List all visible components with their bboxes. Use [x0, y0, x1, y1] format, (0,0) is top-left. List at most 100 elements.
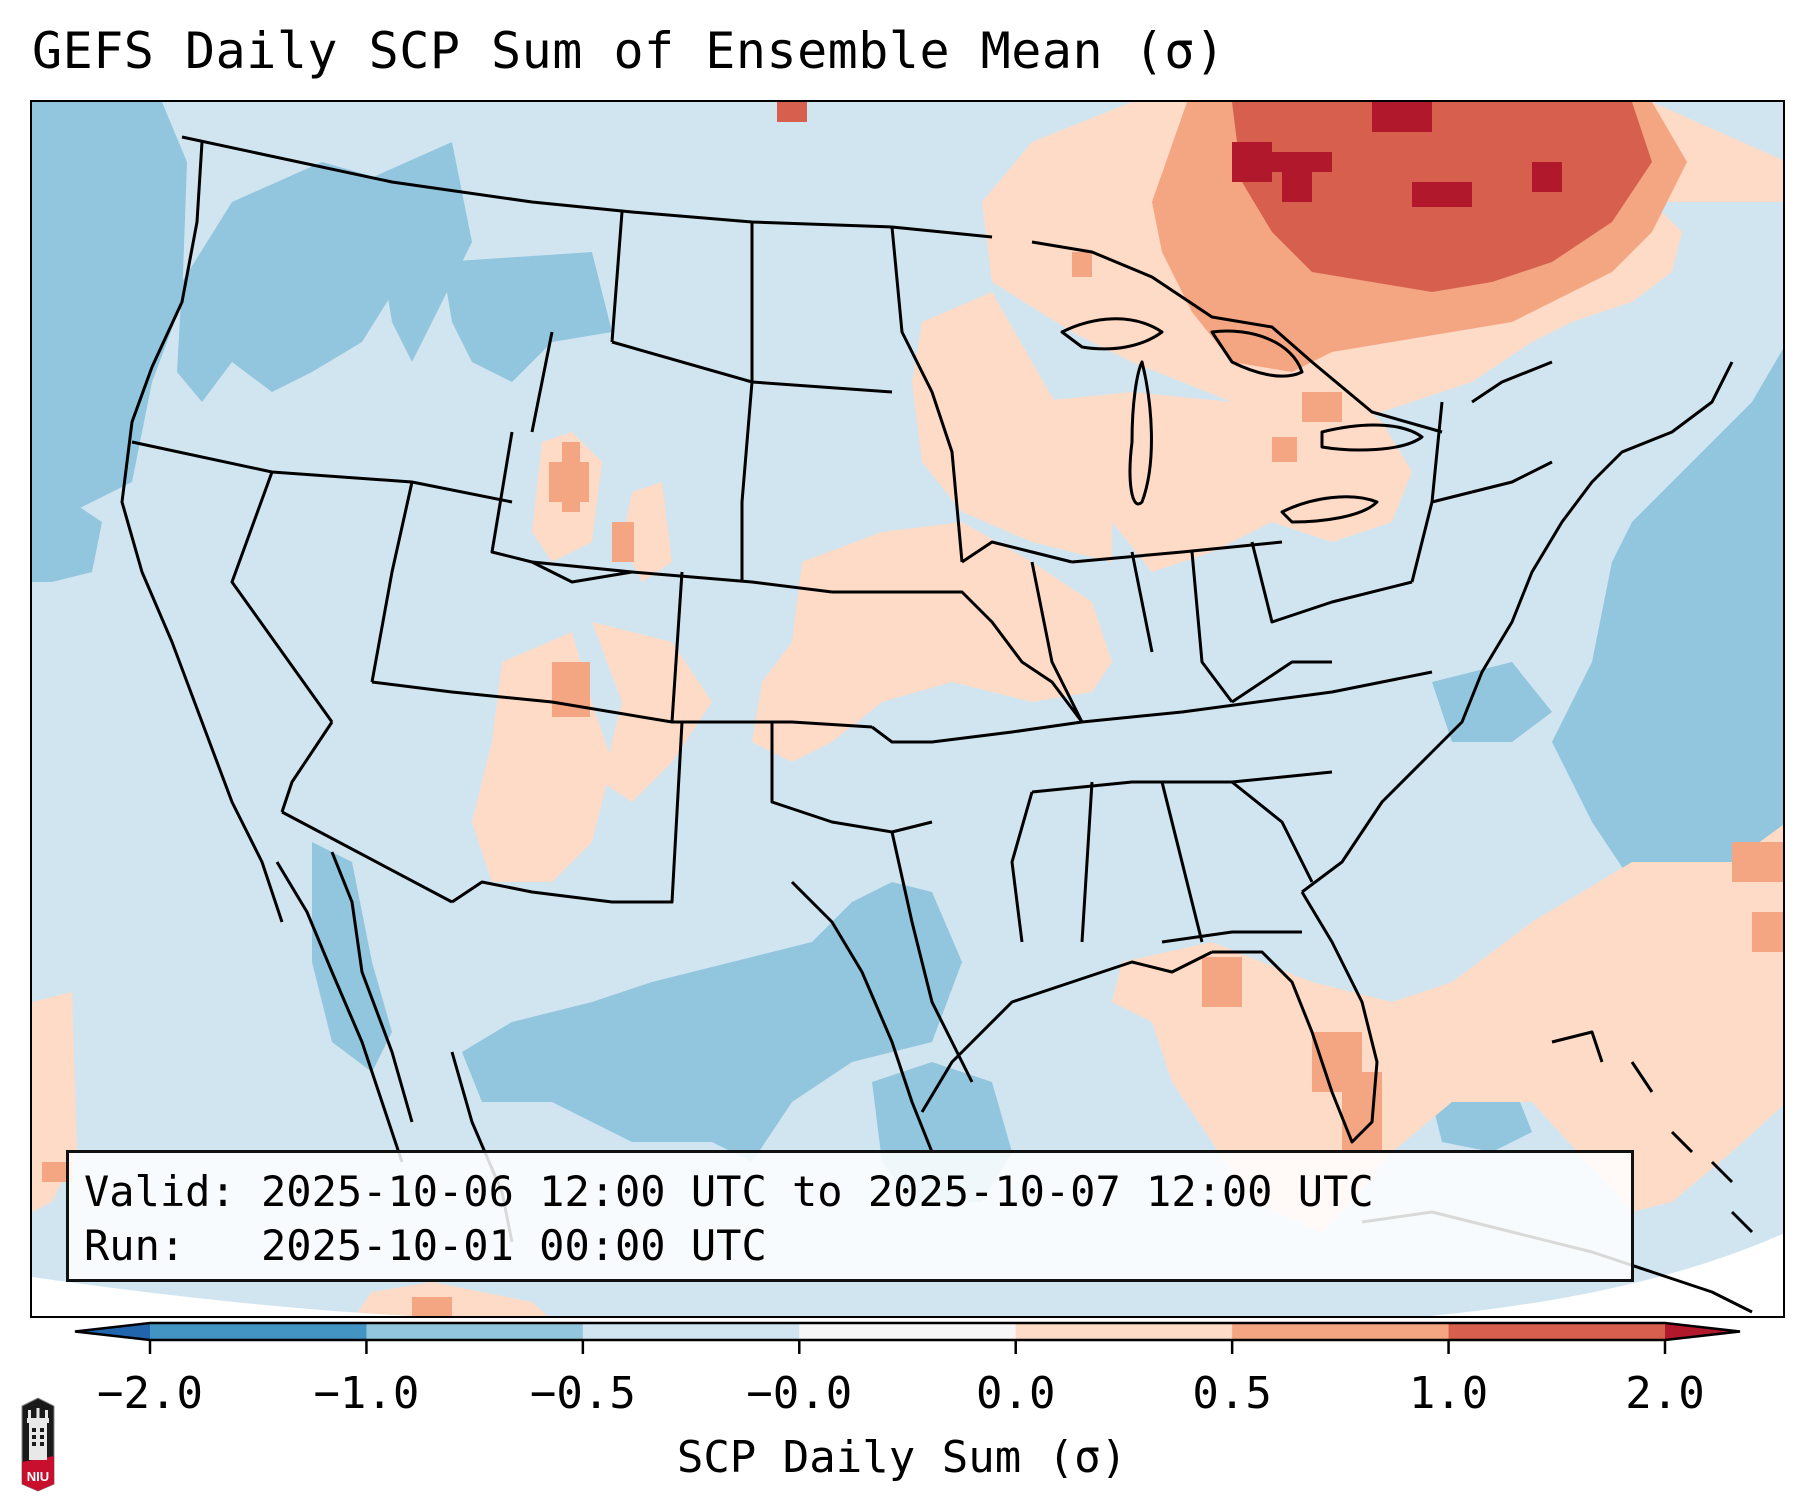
- logo-windows: [32, 1428, 44, 1446]
- bahamas-island: [1630, 1061, 1654, 1093]
- colorbar-tick-label: 0.5: [1192, 1368, 1272, 1419]
- run-value: 2025-10-01 00:00 UTC: [261, 1221, 767, 1270]
- baja-negative-region: [312, 842, 392, 1072]
- border-line: [1471, 360, 1553, 404]
- colorado-moderate-cell: [612, 522, 634, 562]
- quebec-extreme-cell: [1232, 142, 1272, 182]
- pacific-negative-region: [32, 102, 187, 532]
- colorbar-tick-label: 1.0: [1408, 1368, 1489, 1419]
- great-lake-outline: [1320, 423, 1424, 452]
- valid-line: Valid: 2025-10-06 12:00 UTC to 2025-10-0…: [84, 1165, 1616, 1219]
- map-panel: [30, 100, 1785, 1318]
- border-line: [1031, 770, 1333, 794]
- border-line: [1161, 930, 1302, 944]
- quebec-extreme-cell: [1532, 162, 1562, 192]
- great-lake-outline: [1060, 317, 1164, 351]
- colorbar-label: SCP Daily Sum (σ): [676, 1432, 1128, 1483]
- bahamas-island: [1670, 1130, 1694, 1154]
- logo-tower: [29, 1422, 47, 1460]
- border-line: [330, 851, 414, 1123]
- border-line: [1080, 781, 1094, 943]
- niu-logo: NIU: [21, 1397, 55, 1492]
- minnesota-positive-region: [912, 292, 1112, 562]
- quebec-extreme-cell: [1412, 182, 1472, 207]
- border-line: [120, 141, 284, 923]
- pacific-mexico-positive-region: [32, 992, 77, 1212]
- north-dakota-cell: [777, 102, 807, 122]
- border-line: [670, 571, 684, 723]
- idaho-negative-region: [362, 142, 472, 362]
- border-line: [1301, 361, 1734, 894]
- border-line: [1250, 541, 1413, 624]
- colorbar: [74, 1321, 1741, 1354]
- off-domain-bottom-right: [1429, 1233, 1783, 1316]
- colorbar-segment: [150, 1323, 367, 1340]
- border-line: [131, 440, 513, 504]
- off-domain-bottom-left: [32, 1277, 411, 1316]
- great-lake-outline: [1280, 495, 1379, 524]
- colorbar-extend-max: [1665, 1323, 1740, 1340]
- border-line: [790, 880, 934, 1153]
- chart-title: GEFS Daily SCP Sum of Ensemble Mean (σ): [32, 22, 1226, 80]
- border-line: [890, 831, 974, 1083]
- border-line: [1212, 891, 1379, 1144]
- border-line: [1030, 561, 1084, 723]
- gulf-moderate-cell: [1202, 957, 1242, 1007]
- border-line: [1471, 460, 1553, 494]
- colorbar-segment: [799, 1323, 1017, 1340]
- border-line: [740, 381, 754, 582]
- michigan-cell: [1302, 392, 1342, 422]
- map-canvas: [32, 102, 1783, 1316]
- colorbar-tick-label: −0.5: [529, 1368, 636, 1419]
- pnw-negative-region: [177, 162, 412, 402]
- florida-atlantic-positive-region: [1112, 824, 1783, 1232]
- great-lakes-positive-region: [1032, 382, 1412, 572]
- border-line: [1190, 551, 1234, 703]
- border-line: [1010, 791, 1034, 943]
- colorbar-segment: [1448, 1323, 1666, 1340]
- border-line: [530, 331, 554, 433]
- border-line: [280, 721, 334, 813]
- colorbar-segment: [366, 1323, 584, 1340]
- plains-positive-region: [752, 522, 1112, 762]
- pacific-negative-region: [32, 502, 102, 582]
- border-line: [1071, 540, 1283, 564]
- run-label: Run:: [84, 1221, 186, 1270]
- great-lake-outline: [1210, 329, 1304, 378]
- montana-negative-region: [442, 252, 612, 382]
- valid-run-info-box: Valid: 2025-10-06 12:00 UTC to 2025-10-0…: [66, 1150, 1634, 1282]
- border-line: [1231, 780, 1314, 883]
- logo-red-band: [22, 1456, 54, 1491]
- border-line: [451, 721, 684, 904]
- colorbar-segment: [1232, 1323, 1450, 1340]
- border-line: [531, 560, 833, 594]
- colorbar-tick-label: 0.0: [975, 1368, 1056, 1419]
- colorado-moderate-cell: [562, 442, 580, 512]
- border-line: [1031, 240, 1443, 434]
- border-line: [1160, 781, 1204, 943]
- bahamas-island: [1730, 1210, 1754, 1234]
- atlantic-moderate-cell: [1752, 912, 1783, 952]
- great-lake-outline: [1128, 360, 1153, 506]
- border-line: [371, 680, 873, 729]
- border-line: [610, 211, 624, 343]
- quebec-extreme-cell: [1272, 152, 1332, 172]
- michigan-cell: [1272, 437, 1297, 462]
- border-line: [832, 590, 1084, 723]
- run-line: Run: 2025-10-01 00:00 UTC: [84, 1219, 1616, 1273]
- logo-text: NIU: [27, 1469, 49, 1484]
- border-line: [281, 810, 453, 904]
- colorbar-ticks: [148, 1340, 1667, 1354]
- mexico-negative-region: [462, 882, 962, 1162]
- colorbar-extend-min: [75, 1323, 150, 1340]
- mexico-south-moderate-cell: [412, 1297, 452, 1316]
- atlantic-moderate-cell: [1732, 842, 1783, 882]
- valid-label: Valid:: [84, 1167, 236, 1216]
- anomaly-field: [32, 102, 1783, 1316]
- border-line: [1081, 670, 1433, 724]
- border-line: [871, 720, 1083, 744]
- colorbar-tick-label: −2.0: [97, 1368, 203, 1419]
- border-line: [1231, 660, 1332, 704]
- new-mexico-positive-region: [592, 622, 712, 802]
- colorbar-segments: [74, 1321, 1741, 1342]
